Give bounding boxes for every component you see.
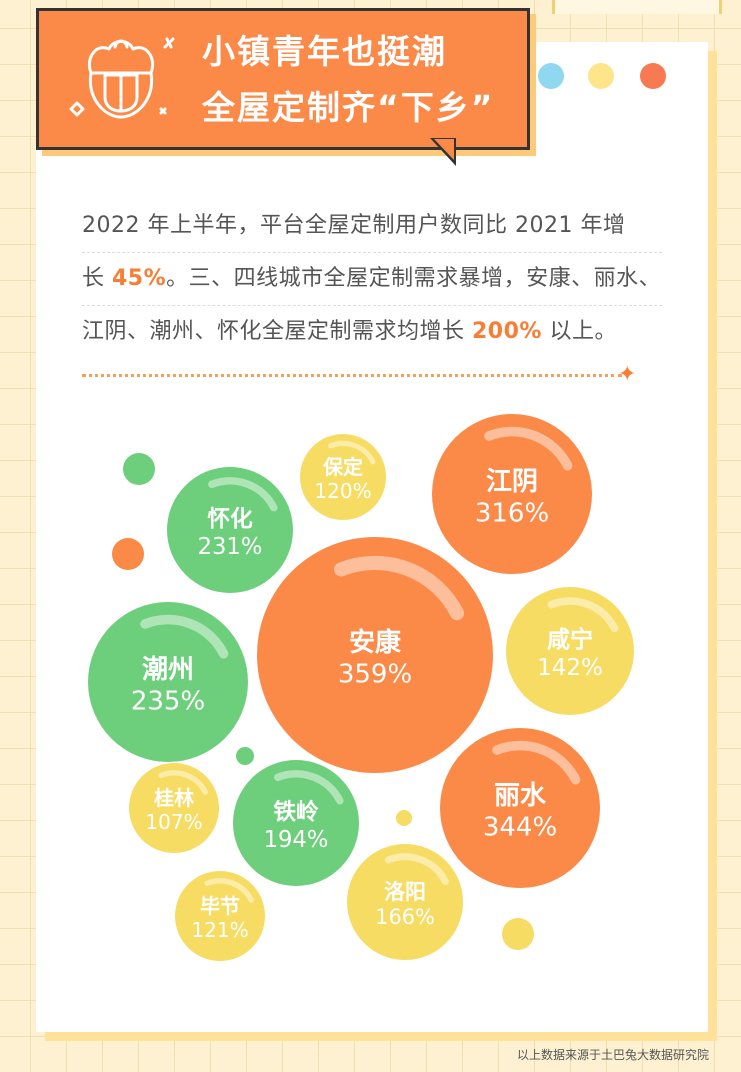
bubble-shine bbox=[204, 878, 254, 903]
bubble-circle bbox=[129, 763, 219, 853]
bubble-city-label: 安康 bbox=[349, 627, 402, 658]
intro-highlight-200: 200% bbox=[472, 319, 542, 344]
bubble-circle bbox=[88, 602, 248, 762]
bubble-city-label: 桂林 bbox=[153, 786, 194, 810]
intro-paragraph: 2022 年上半年，平台全屋定制用户数同比 2021 年增 长 45%。三、四线… bbox=[82, 200, 662, 358]
bubble-city-label: 丽水 bbox=[494, 781, 547, 811]
bubble-value-label: 344% bbox=[483, 812, 557, 842]
data-source-note: 以上数据来源于土巴兔大数据研究院 bbox=[516, 1048, 709, 1062]
bubble-shine bbox=[208, 477, 278, 512]
bubble-circle bbox=[506, 587, 634, 715]
bubble-circle bbox=[440, 728, 600, 888]
bubble-city-label: 毕节 bbox=[200, 894, 240, 918]
decor-dot-orange bbox=[640, 63, 666, 89]
bubble-city-label: 怀化 bbox=[207, 506, 253, 533]
intro-text-3b: 以上。 bbox=[541, 319, 617, 344]
bubble-value-label: 235% bbox=[131, 686, 205, 716]
bubble-shine bbox=[328, 440, 376, 465]
decor-bubble-2 bbox=[112, 538, 144, 570]
title-banner: 小镇青年也挺潮 全屋定制齐“下乡” bbox=[36, 8, 530, 150]
intro-text-2b: 。三、四线城市全屋定制需求暴增，安康、丽水、 bbox=[166, 266, 662, 291]
bubble-city-label: 洛阳 bbox=[384, 880, 426, 904]
intro-line-2: 长 45%。三、四线城市全屋定制需求暴增，安康、丽水、 bbox=[82, 253, 662, 306]
tuba-rabbit-mascot-icon bbox=[69, 37, 175, 119]
intro-line-1: 2022 年上半年，平台全屋定制用户数同比 2021 年增 bbox=[82, 200, 662, 253]
bubble-shine bbox=[547, 597, 619, 633]
bubble-shine bbox=[492, 740, 581, 785]
bubble-value-label: 121% bbox=[191, 918, 248, 942]
sparkle-icon: ✦ bbox=[618, 362, 637, 387]
bubble-value-label: 166% bbox=[375, 905, 435, 929]
bubble-value-label: 316% bbox=[475, 498, 549, 528]
decor-bubble-3 bbox=[236, 747, 254, 765]
decor-dot-blue bbox=[538, 63, 564, 89]
top-strip-decoration bbox=[552, 0, 722, 14]
bubble-value-label: 142% bbox=[537, 655, 603, 681]
intro-text-2a: 长 bbox=[82, 266, 112, 291]
banner-title-line1: 小镇青年也挺潮 bbox=[202, 32, 447, 71]
dotted-divider bbox=[82, 374, 622, 377]
bubble-value-label: 359% bbox=[338, 659, 412, 689]
decor-bubble-1 bbox=[123, 453, 155, 485]
bubble-city-label: 保定 bbox=[322, 455, 363, 479]
bubble-value-label: 194% bbox=[264, 827, 329, 853]
bubble-circle bbox=[167, 467, 293, 593]
bubble-city-label: 铁岭 bbox=[273, 799, 319, 826]
bubble-shine bbox=[484, 426, 573, 471]
bubble-shine bbox=[274, 770, 344, 805]
bubble-shine bbox=[140, 614, 229, 659]
decor-bubble-5 bbox=[502, 918, 534, 950]
bubble-shine bbox=[334, 555, 465, 621]
bubble-value-label: 231% bbox=[198, 534, 263, 560]
bubble-shine bbox=[384, 853, 449, 885]
bubble-city-label: 咸宁 bbox=[547, 627, 593, 654]
bubble-circle bbox=[432, 414, 592, 574]
intro-line-3: 江阴、潮州、怀化全屋定制需求均增长 200% 以上。 bbox=[82, 306, 662, 358]
bubble-shine bbox=[158, 770, 208, 795]
decor-dot-yellow bbox=[588, 63, 614, 89]
intro-text-1: 2022 年上半年，平台全屋定制用户数同比 2021 年增 bbox=[82, 213, 626, 238]
decor-bubble-4 bbox=[396, 810, 412, 826]
bubble-circle bbox=[175, 871, 265, 961]
bubble-circle bbox=[347, 844, 463, 960]
bubble-city-label: 潮州 bbox=[142, 655, 194, 685]
bubble-circle bbox=[233, 760, 359, 886]
bubble-value-label: 120% bbox=[314, 479, 371, 503]
bubble-circle bbox=[257, 537, 493, 773]
bubble-value-label: 107% bbox=[145, 810, 202, 834]
intro-highlight-45: 45% bbox=[112, 266, 167, 291]
banner-title-line2: 全屋定制齐“下乡” bbox=[202, 88, 495, 127]
intro-text-3a: 江阴、潮州、怀化全屋定制需求均增长 bbox=[82, 319, 472, 344]
banner-tail-fill bbox=[434, 139, 454, 160]
bubble-circle bbox=[300, 434, 386, 520]
bubble-city-label: 江阴 bbox=[486, 467, 538, 497]
